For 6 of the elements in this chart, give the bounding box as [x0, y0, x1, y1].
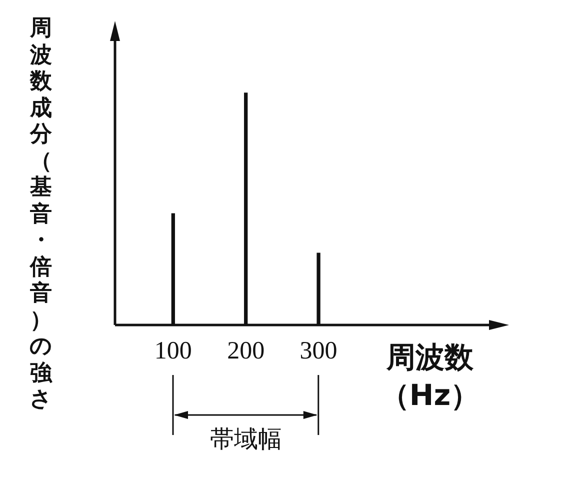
x-tick-label: 100 — [154, 338, 192, 365]
text: 周波数成分（基音・倍音）の強さ — [30, 16, 52, 412]
x-tick-label: 300 — [300, 338, 338, 365]
text: 帯域幅 — [210, 424, 282, 455]
x-tick-label: 200 — [227, 338, 265, 365]
x-axis-title: 周波数（Hz） — [379, 339, 481, 414]
